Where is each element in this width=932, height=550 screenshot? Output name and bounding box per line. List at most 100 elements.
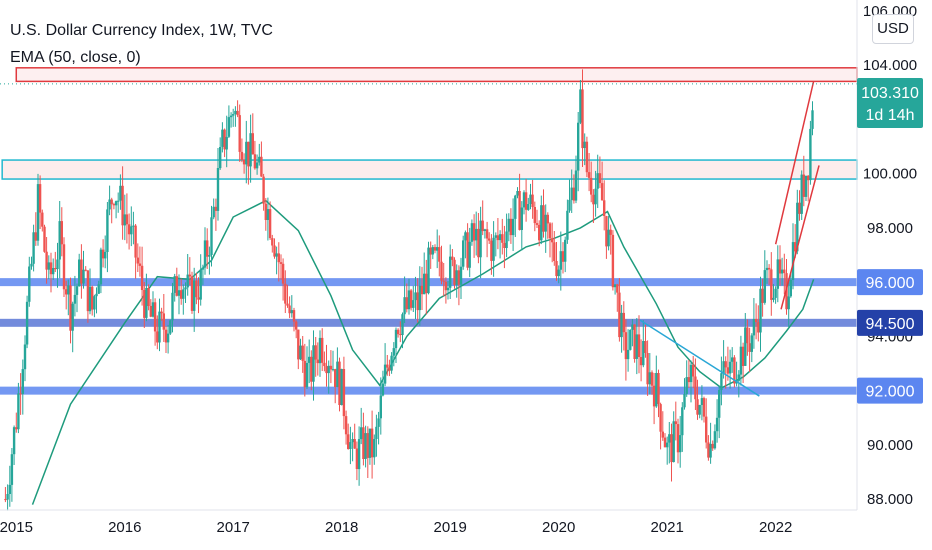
candle-body <box>572 187 576 201</box>
candle-body <box>86 270 90 312</box>
candle-body <box>366 433 369 458</box>
time-axis-label: 2019 <box>434 519 467 536</box>
candle-body <box>394 329 398 349</box>
candle-body <box>720 373 723 390</box>
time-axis[interactable]: 2015 2016 2017 2018 2019 2020 2021 2022 <box>0 519 792 536</box>
candle-body <box>561 251 565 262</box>
candle-body <box>648 372 651 385</box>
candle-body <box>297 329 300 360</box>
candle-body <box>603 200 606 216</box>
candle-body <box>462 240 465 267</box>
candle-body <box>509 218 513 236</box>
candle-body <box>25 301 29 345</box>
candle-body <box>644 341 647 353</box>
candle-body <box>132 225 135 227</box>
candle-body <box>477 228 480 258</box>
candle-body <box>607 229 610 247</box>
candle-body <box>405 297 408 310</box>
candle-body <box>28 266 31 302</box>
candle-body <box>210 217 213 255</box>
trendlines[interactable] <box>639 81 820 397</box>
candle-body <box>564 239 567 262</box>
candle-body <box>175 276 178 296</box>
candle-body <box>670 434 673 463</box>
candle-body <box>724 361 727 368</box>
currency-button[interactable]: USD <box>872 14 914 44</box>
candle-body <box>271 238 274 246</box>
candle-body <box>184 287 187 290</box>
candle-body <box>331 369 335 371</box>
axis-tag-label: 92.000 <box>866 384 915 401</box>
candle-body <box>130 226 133 235</box>
candle-body <box>538 224 541 241</box>
candle-body <box>618 292 621 338</box>
candle-body <box>566 210 569 240</box>
candle-body <box>453 259 456 285</box>
candle-body <box>529 194 532 204</box>
candle-body <box>737 374 740 381</box>
candle-body <box>164 329 168 343</box>
candle-body <box>232 114 235 116</box>
candle-body <box>258 156 261 163</box>
candle-body <box>711 443 714 449</box>
candle-body <box>158 311 161 343</box>
candle-body <box>438 247 441 262</box>
candle-body <box>182 289 185 299</box>
candle-body <box>694 376 697 400</box>
axis-tag-label: 96.000 <box>866 275 915 292</box>
candle-body <box>789 280 792 297</box>
candle-body <box>451 256 454 260</box>
price-axis-label: 100.000 <box>863 166 917 183</box>
candle-body <box>685 377 688 394</box>
candle-body <box>744 327 747 366</box>
candle-body <box>581 89 584 149</box>
candle-body <box>483 229 487 231</box>
candle-body <box>188 274 191 277</box>
candle-body <box>592 194 595 205</box>
candle-body <box>535 223 539 225</box>
candle-body <box>620 312 623 338</box>
candle-body <box>19 393 22 395</box>
candle-body <box>464 232 467 241</box>
candle-body <box>429 247 432 255</box>
candle-body <box>281 263 285 284</box>
candle-body <box>472 223 476 241</box>
candle-body <box>522 192 526 208</box>
candle-body <box>676 424 680 453</box>
candle-body <box>373 439 376 458</box>
candle-body <box>104 251 107 259</box>
candle-body <box>314 345 317 360</box>
candle-body <box>344 416 348 435</box>
indicator-label[interactable]: EMA (50, close, 0) <box>10 49 141 66</box>
candle-body <box>288 305 291 314</box>
candle-body <box>488 238 491 241</box>
candle-body <box>208 255 211 257</box>
candle-body <box>481 220 484 232</box>
candle-body <box>527 204 530 210</box>
candle-body <box>73 294 77 304</box>
candle-body <box>449 256 452 288</box>
candle-body <box>633 324 636 359</box>
candle-body <box>425 273 428 294</box>
candle-body <box>496 235 500 241</box>
candle-body <box>752 319 756 336</box>
candle-body <box>590 177 593 195</box>
candle-body <box>468 241 471 268</box>
candle-body <box>325 366 328 374</box>
candle-body <box>140 265 144 290</box>
candle-body <box>809 128 812 181</box>
candle-body <box>383 364 387 384</box>
candle-body <box>138 263 142 266</box>
candle-body <box>570 187 573 200</box>
candle-body <box>622 312 625 333</box>
candle-body <box>166 333 170 343</box>
candle-body <box>143 290 146 318</box>
candle-body <box>763 270 766 303</box>
candle-body <box>342 369 346 417</box>
candle-body <box>362 427 365 459</box>
candle-body <box>574 170 578 201</box>
candle-body <box>475 228 478 241</box>
candle-body <box>657 373 660 405</box>
candle-body <box>807 175 810 181</box>
